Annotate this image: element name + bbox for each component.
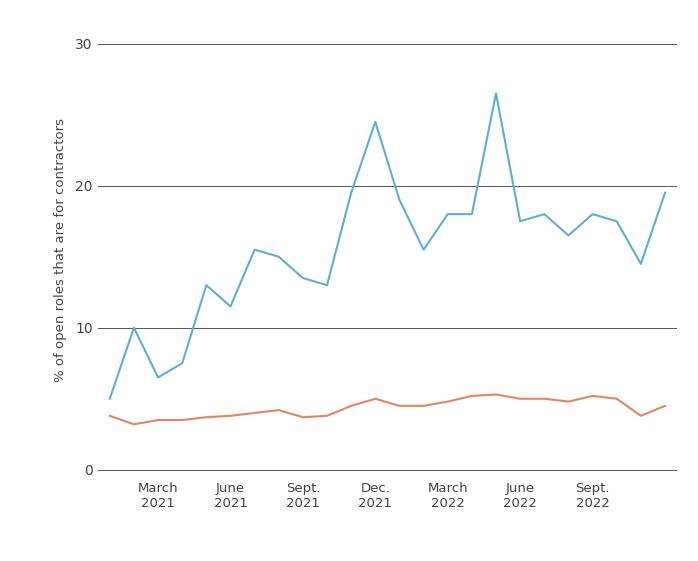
Y-axis label: % of open roles that are for contractors: % of open roles that are for contractors xyxy=(54,118,67,381)
